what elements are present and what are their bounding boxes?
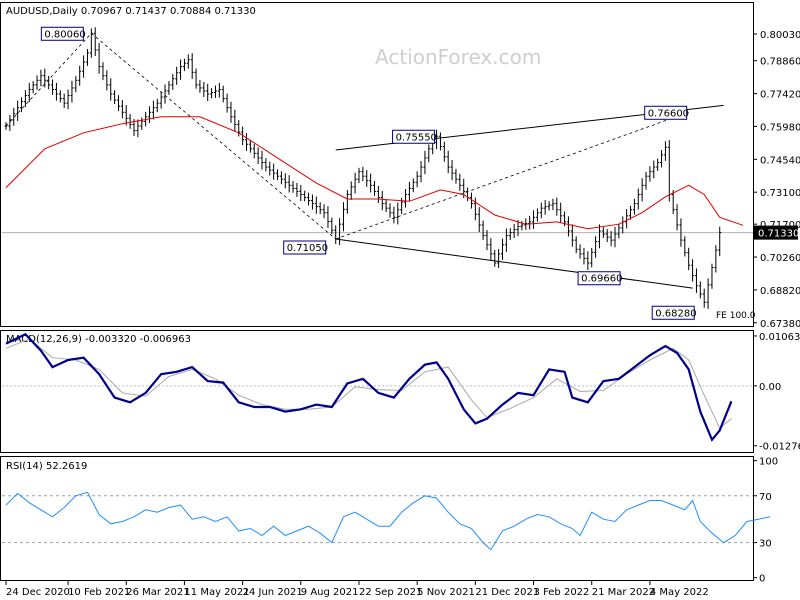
x-tick-label: 11 May 2021 [184,587,249,598]
y-tick-label: 0.75980 [760,122,800,133]
y-tick-label: 70 [759,492,772,503]
moving-average-line [5,116,744,230]
annotation-box [283,240,327,255]
y-tick-label: 0.70260 [760,253,800,264]
annotation-label: 0.76600 [648,108,689,119]
macd-panel-frame [0,330,754,453]
annotation-label: 0.68280 [655,308,696,319]
x-tick-label: 21 Mar 2022 [592,587,655,598]
current-price-badge [754,225,798,240]
macd-title: MACD(12,26,9) -0.003320 -0.006963 [6,334,191,345]
y-tick-label: 0.74540 [760,155,800,166]
y-tick-label: 0.80030 [760,30,800,41]
annotation-label: 0.71050 [287,243,328,254]
macd-line [5,332,733,442]
annotation-label: 0.69660 [581,274,622,285]
rsi-panel-frame [0,456,754,581]
trendline [335,238,693,289]
x-tick-label: 4 May 2022 [650,587,709,598]
x-tick-label: 9 Aug 2021 [301,587,359,598]
annotation-box [651,305,695,320]
y-tick-label: 0 [759,574,765,585]
fe-label: FE 100.0 [716,311,756,321]
rsi-panel: RSI(14) 52.2619 100 70 30 0 [0,456,778,585]
y-tick-label: 100 [759,457,778,468]
y-tick-label: 30 [759,539,772,550]
x-tick-label: 10 Feb 2021 [68,587,130,598]
y-tick-label: 0.67380 [760,319,800,330]
dashed-wave-line [91,32,336,240]
macd-signal-line [5,338,732,429]
macd-panel: MACD(12,26,9) -0.003320 -0.006963 0.01063… [0,330,800,453]
price-panel: ActionForex.com AUDUSD,Daily 0.70967 0.71… [0,2,800,330]
price-panel-frame [0,2,754,327]
annotation-box [40,26,84,41]
dashed-wave-line [335,111,689,240]
y-tick-label: 0.68820 [760,286,800,297]
y-tick-label: 0.010631 [759,332,800,343]
x-tick-label: 24 Jun 2021 [243,587,303,598]
annotation-box [644,105,688,120]
annotation-label: 0.75550 [396,132,437,143]
x-tick-label: 24 Dec 2020 [6,587,70,598]
annotation-box [392,129,436,144]
y-tick-label: 0.73100 [760,188,800,199]
x-tick-label: 26 Mar 2021 [126,587,189,598]
annotation-label: 0.80060 [44,29,85,40]
x-tick-label: 22 Sep 2021 [359,587,422,598]
annotation-box [577,271,621,286]
x-tick-label: 21 Dec 2021 [475,587,539,598]
y-tick-label: 0.78860 [760,57,800,68]
y-tick-label: 0.77420 [760,90,800,101]
price-title: AUDUSD,Daily 0.70967 0.71437 0.70884 0.7… [6,6,256,17]
watermark: ActionForex.com [375,45,541,69]
rsi-title: RSI(14) 52.2619 [6,461,87,472]
y-tick-label: -0.012767 [759,442,800,453]
rsi-line [5,491,771,551]
current-price-label: 0.71330 [758,229,799,240]
x-tick-label: 5 Nov 2021 [417,587,475,598]
x-tick-label: 3 Feb 2022 [534,587,590,598]
y-tick-label: 0.00 [759,382,781,393]
